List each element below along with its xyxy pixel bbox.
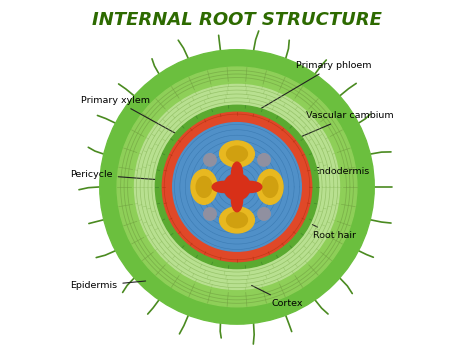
Ellipse shape	[262, 176, 278, 197]
Ellipse shape	[219, 207, 255, 233]
Circle shape	[155, 105, 319, 269]
Text: Pericycle: Pericycle	[70, 170, 160, 180]
Circle shape	[135, 84, 339, 289]
Circle shape	[204, 208, 216, 220]
Ellipse shape	[219, 141, 255, 167]
Ellipse shape	[257, 169, 283, 204]
Ellipse shape	[196, 176, 212, 197]
Circle shape	[173, 122, 301, 251]
Text: Endodermis: Endodermis	[297, 167, 370, 179]
Circle shape	[100, 50, 374, 324]
Ellipse shape	[238, 181, 262, 192]
Circle shape	[224, 174, 250, 200]
Ellipse shape	[231, 162, 243, 186]
Circle shape	[258, 154, 270, 166]
Text: INTERNAL ROOT STRUCTURE: INTERNAL ROOT STRUCTURE	[92, 11, 382, 29]
Text: Root hair: Root hair	[312, 225, 356, 240]
Text: Primary phloem: Primary phloem	[239, 61, 372, 121]
Text: Vascular cambium: Vascular cambium	[280, 111, 394, 146]
Ellipse shape	[227, 212, 247, 228]
Text: Cortex: Cortex	[252, 286, 303, 308]
Circle shape	[258, 208, 270, 220]
Text: Primary xylem: Primary xylem	[81, 96, 179, 135]
Ellipse shape	[212, 181, 236, 192]
Circle shape	[117, 67, 357, 307]
Ellipse shape	[191, 169, 217, 204]
Ellipse shape	[227, 146, 247, 162]
Circle shape	[162, 112, 312, 262]
Text: Epidermis: Epidermis	[70, 281, 146, 291]
Ellipse shape	[231, 188, 243, 212]
Circle shape	[204, 154, 216, 166]
